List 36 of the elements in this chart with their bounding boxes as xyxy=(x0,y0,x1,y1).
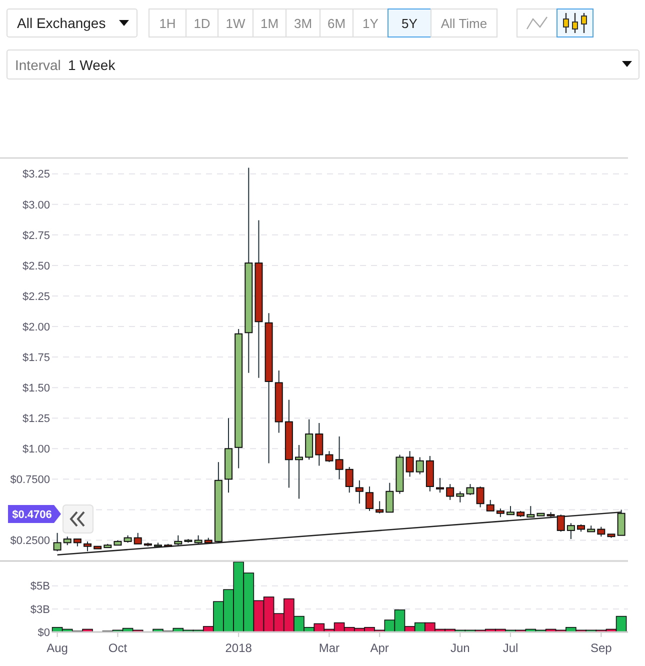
text: 6M xyxy=(327,16,346,31)
y-tick-label: $3B xyxy=(30,604,50,616)
text: All Exchanges xyxy=(17,15,106,31)
text: All Time xyxy=(440,16,488,31)
y-tick-label: $3.00 xyxy=(22,199,50,212)
y-tick-label: $0.2500 xyxy=(10,535,50,548)
text: 3M xyxy=(294,16,312,31)
x-tick-label: Jul xyxy=(502,641,518,655)
y-tick-label: $0.7500 xyxy=(10,474,50,486)
y-tick-label: $0 xyxy=(38,626,50,639)
y-tick-label: $1.75 xyxy=(22,352,50,364)
x-tick-label: Oct xyxy=(108,641,128,655)
text: 1M xyxy=(260,16,279,31)
x-tick-label: Aug xyxy=(46,641,68,655)
text: Interval xyxy=(15,57,61,73)
text: $0.4706 xyxy=(12,508,52,521)
x-tick-label: Apr xyxy=(370,641,389,655)
y-tick-label: $2.75 xyxy=(22,230,50,242)
text: 1 Week xyxy=(68,57,116,73)
y-tick-label: $1.25 xyxy=(22,412,50,425)
x-tick-label: 2018 xyxy=(225,641,252,655)
x-tick-label: Sep xyxy=(590,641,612,655)
text: 1Y xyxy=(362,16,379,31)
y-tick-label: $2.00 xyxy=(22,321,50,334)
text: 1H xyxy=(159,16,176,31)
text: 1W xyxy=(226,16,246,31)
y-tick-label: $5B xyxy=(30,580,50,593)
text: 1D xyxy=(194,16,210,31)
x-tick-label: Mar xyxy=(318,641,340,655)
y-tick-label: $1.00 xyxy=(22,444,50,456)
y-tick-label: $2.25 xyxy=(22,290,50,303)
y-tick-label: $2.50 xyxy=(22,260,50,272)
y-tick-label: $1.50 xyxy=(22,382,50,394)
x-tick-label: Jun xyxy=(450,641,470,655)
text: 5Y xyxy=(402,16,418,31)
y-tick-label: $3.25 xyxy=(22,168,50,181)
